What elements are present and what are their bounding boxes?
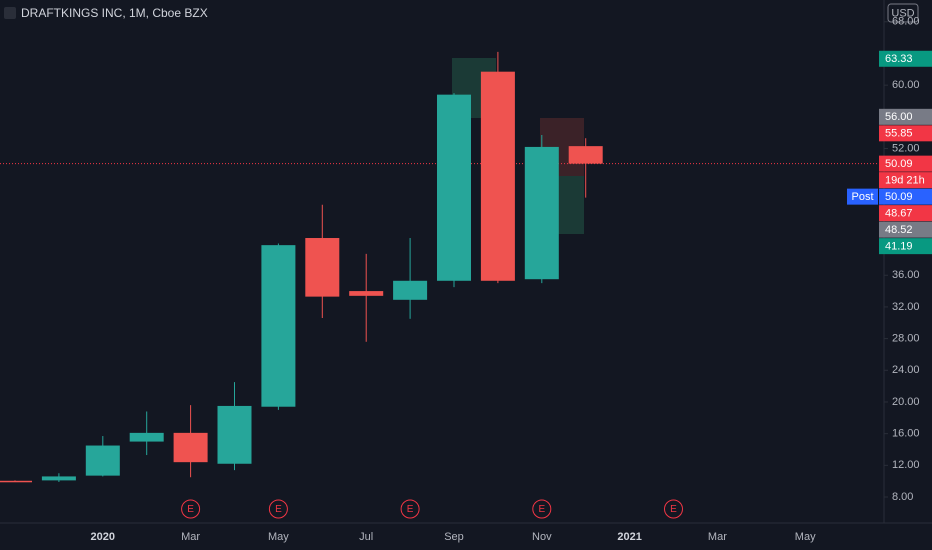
event-label: E bbox=[275, 504, 282, 515]
y-tick-label: 60.00 bbox=[892, 79, 920, 91]
x-tick-label: Jul bbox=[359, 531, 373, 543]
price-badge-label: 63.33 bbox=[885, 53, 913, 65]
price-badge bbox=[879, 188, 932, 205]
price-badge bbox=[879, 155, 932, 172]
badge-tag bbox=[847, 188, 878, 205]
candle-body bbox=[217, 405, 252, 464]
currency: USD bbox=[891, 7, 914, 19]
price-badge-label: 55.85 bbox=[885, 128, 913, 140]
candle-body bbox=[0, 480, 32, 483]
price-badge bbox=[879, 125, 932, 142]
y-tick-label: 12.00 bbox=[892, 459, 920, 471]
candle-body bbox=[568, 146, 603, 164]
event-label: E bbox=[407, 504, 414, 515]
candle-body bbox=[261, 245, 296, 407]
candle-body bbox=[41, 476, 76, 481]
y-tick-label: 52.00 bbox=[892, 142, 920, 154]
chart-title: DRAFTKINGS INC, 1M, Cboe BZX bbox=[21, 6, 208, 20]
price-badge bbox=[879, 221, 932, 238]
price-badge bbox=[879, 108, 932, 125]
price-badge-label: 48.67 bbox=[885, 208, 913, 220]
event-marker bbox=[400, 499, 420, 519]
event-marker bbox=[181, 499, 201, 519]
x-tick-label: Mar bbox=[708, 531, 727, 543]
candle-body bbox=[173, 432, 208, 463]
event-marker bbox=[664, 499, 683, 519]
candle-body bbox=[349, 291, 384, 296]
candle-body bbox=[480, 71, 515, 281]
event-label: E bbox=[187, 504, 194, 515]
price-badge-label: 41.19 bbox=[885, 241, 913, 253]
candle-body bbox=[393, 280, 428, 300]
y-tick-label: 20.00 bbox=[892, 396, 920, 408]
candle-body bbox=[85, 445, 120, 476]
candle-body bbox=[129, 432, 164, 442]
x-tick-label: 2020 bbox=[91, 531, 115, 543]
event-marker bbox=[268, 499, 288, 519]
y-tick-label: 16.00 bbox=[892, 428, 920, 440]
y-tick-label: 32.00 bbox=[892, 301, 920, 313]
badge-tag-label: Post bbox=[851, 191, 873, 203]
event-marker bbox=[532, 499, 552, 519]
symbol-icon bbox=[4, 7, 16, 19]
candle-body bbox=[437, 94, 471, 281]
y-tick-label: 36.00 bbox=[892, 269, 920, 281]
currency-box[interactable] bbox=[887, 3, 919, 23]
price-badge bbox=[879, 205, 932, 222]
price-badge-label: 50.09 bbox=[885, 191, 913, 203]
price-badge bbox=[879, 172, 932, 189]
y-tick-label: 8.00 bbox=[892, 491, 913, 503]
price-badge-label: 48.52 bbox=[885, 224, 913, 236]
x-tick-label: May bbox=[795, 531, 816, 543]
x-tick-label: Nov bbox=[532, 531, 552, 543]
price-badge-label: 56.00 bbox=[885, 111, 913, 123]
event-label: E bbox=[538, 504, 545, 515]
price-badge bbox=[879, 50, 932, 67]
x-tick-label: May bbox=[268, 531, 289, 543]
candle-body bbox=[524, 146, 559, 280]
candle-body bbox=[305, 238, 340, 297]
price-badge-label: 50.09 bbox=[885, 158, 913, 170]
y-tick-label: 68.00 bbox=[892, 16, 920, 28]
price-badge bbox=[879, 238, 932, 255]
x-tick-label: Mar bbox=[181, 531, 200, 543]
x-tick-label: Sep bbox=[444, 531, 464, 543]
y-tick-label: 28.00 bbox=[892, 333, 920, 345]
x-tick-label: 2021 bbox=[617, 531, 641, 543]
y-tick-label: 24.00 bbox=[892, 364, 920, 376]
event-label: E bbox=[670, 504, 677, 515]
price-badge-label: 19d 21h bbox=[885, 175, 925, 187]
